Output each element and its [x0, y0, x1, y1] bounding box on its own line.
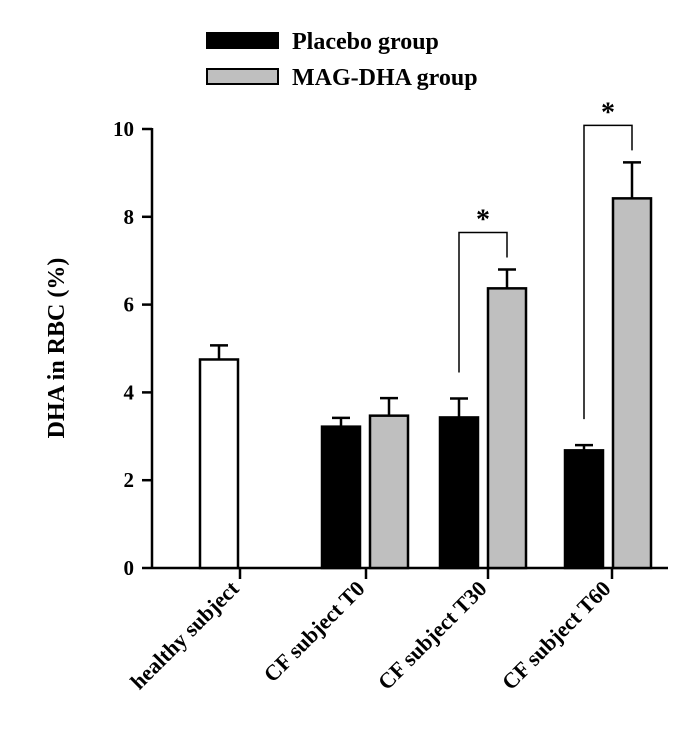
significance-bracket	[458, 231, 508, 373]
x-category-label: CF subject T60	[497, 576, 616, 695]
bars	[198, 161, 653, 570]
significance-star: *	[601, 97, 615, 128]
bar	[198, 358, 240, 570]
x-category-label: CF subject T0	[259, 576, 370, 687]
y-tick-label: 2	[124, 468, 135, 492]
x-axis: healthy subject CF subject T0 CF subject T…	[125, 566, 668, 695]
significance-star: *	[476, 204, 490, 235]
x-category-label: healthy subject	[125, 575, 244, 694]
bar	[486, 287, 528, 570]
legend-label: Placebo group	[292, 29, 439, 55]
legend-swatch	[206, 32, 279, 49]
legend-label: MAG-DHA group	[292, 65, 478, 91]
y-tick-label: 6	[124, 293, 135, 317]
bar	[368, 414, 410, 570]
significance-bracket	[583, 124, 633, 420]
y-axis-label: DHA in RBC (%)	[44, 258, 70, 439]
x-category-label: CF subject T30	[373, 576, 492, 695]
y-tick-label: 10	[113, 117, 134, 141]
legend: Placebo group MAG-DHA group	[206, 29, 478, 91]
significance-markers: **	[458, 97, 633, 420]
bar	[438, 416, 480, 570]
y-axis: 0 2 4 6 8 10	[113, 117, 154, 580]
y-tick-label: 0	[124, 556, 135, 580]
legend-swatch	[206, 68, 279, 85]
y-tick-label: 8	[124, 205, 135, 229]
bar	[611, 197, 653, 570]
bar	[320, 425, 362, 570]
bar	[563, 449, 605, 570]
y-tick-label: 4	[124, 380, 135, 404]
